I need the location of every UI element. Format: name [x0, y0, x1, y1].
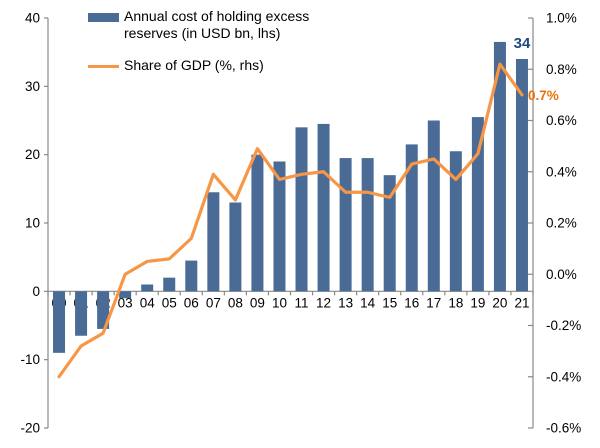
- x-axis-category-label: 04: [140, 295, 156, 310]
- x-axis-category-label: 03: [118, 295, 133, 310]
- gdp-share-line: [57, 62, 524, 379]
- bar-21: [515, 59, 528, 292]
- x-axis-category-label: 10: [272, 295, 287, 310]
- left-axis-tick-label: 10: [25, 216, 40, 231]
- x-axis-category-label: 11: [295, 295, 309, 310]
- line-series-swatch: [88, 65, 119, 68]
- left-axis-tick-label: -20: [20, 421, 40, 436]
- x-axis-category-label: 13: [338, 295, 353, 310]
- x-axis-category-label: 17: [426, 295, 441, 310]
- legend-item-line: Share of GDP (%, rhs): [88, 57, 340, 74]
- right-axis-tick-label: -0.4%: [546, 369, 581, 384]
- right-axis-tick-label: -0.6%: [546, 421, 581, 436]
- right-axis-tick-label: 1.0%: [546, 11, 577, 26]
- bar-series-swatch: [88, 13, 119, 22]
- bar-10: [273, 161, 286, 292]
- bar-19: [471, 117, 484, 292]
- right-axis-tick-label: 0.2%: [546, 216, 577, 231]
- bar-18: [449, 151, 462, 292]
- bar-02: [97, 291, 110, 329]
- bar-20: [493, 41, 506, 292]
- x-axis-category-label: 19: [470, 295, 485, 310]
- legend: Annual cost of holding excess reserves (…: [88, 8, 340, 89]
- left-axis-tick-label: 20: [25, 147, 40, 162]
- bar-01: [75, 291, 88, 336]
- bar-14: [361, 158, 374, 292]
- x-axis-category-label: 07: [206, 295, 221, 310]
- bar-series-label: Annual cost of holding excess reserves (…: [124, 8, 310, 41]
- x-axis-category-label: 16: [404, 295, 419, 310]
- x-axis-category-label: 08: [228, 295, 243, 310]
- x-axis-category-label: 06: [184, 295, 199, 310]
- right-axis-tick-label: 0.4%: [546, 164, 577, 179]
- left-axis-tick-label: 0: [32, 284, 40, 299]
- left-axis-tick-label: -10: [20, 352, 40, 367]
- x-axis-category-label: 09: [250, 295, 265, 310]
- bar-12: [317, 123, 330, 292]
- bar-15: [383, 175, 396, 292]
- x-axis-category-label: 14: [360, 295, 376, 310]
- x-axis-category-label: 15: [382, 295, 397, 310]
- bar-07: [207, 192, 220, 292]
- x-axis-category-label: 20: [492, 295, 507, 310]
- x-axis-category-label: 18: [448, 295, 463, 310]
- right-axis-tick-label: 0.0%: [546, 267, 577, 282]
- bar-06: [185, 260, 198, 292]
- x-axis-category-label: 12: [316, 295, 331, 310]
- bar-value-annotation: 34: [514, 35, 531, 52]
- legend-item-bars: Annual cost of holding excess reserves (…: [88, 8, 340, 42]
- left-axis-tick-label: 40: [25, 11, 40, 26]
- x-axis-category-label: 05: [162, 295, 177, 310]
- bar-03: [119, 291, 132, 299]
- bar-00: [53, 291, 66, 353]
- right-axis-tick-label: 0.6%: [546, 113, 577, 128]
- bar-09: [251, 154, 264, 292]
- x-axis-category-label: 21: [514, 295, 529, 310]
- right-axis-tick-label: 0.8%: [546, 62, 577, 77]
- bar-08: [229, 202, 242, 292]
- right-axis-tick-label: -0.2%: [546, 318, 581, 333]
- bar-04: [141, 284, 154, 292]
- line-value-annotation: 0.7%: [528, 88, 559, 103]
- bar-11: [295, 127, 308, 292]
- bar-17: [427, 120, 440, 292]
- bar-16: [405, 144, 418, 292]
- left-axis-tick-label: 30: [25, 79, 40, 94]
- bar-13: [339, 158, 352, 292]
- line-series-label: Share of GDP (%, rhs): [124, 57, 264, 73]
- bar-05: [163, 277, 176, 292]
